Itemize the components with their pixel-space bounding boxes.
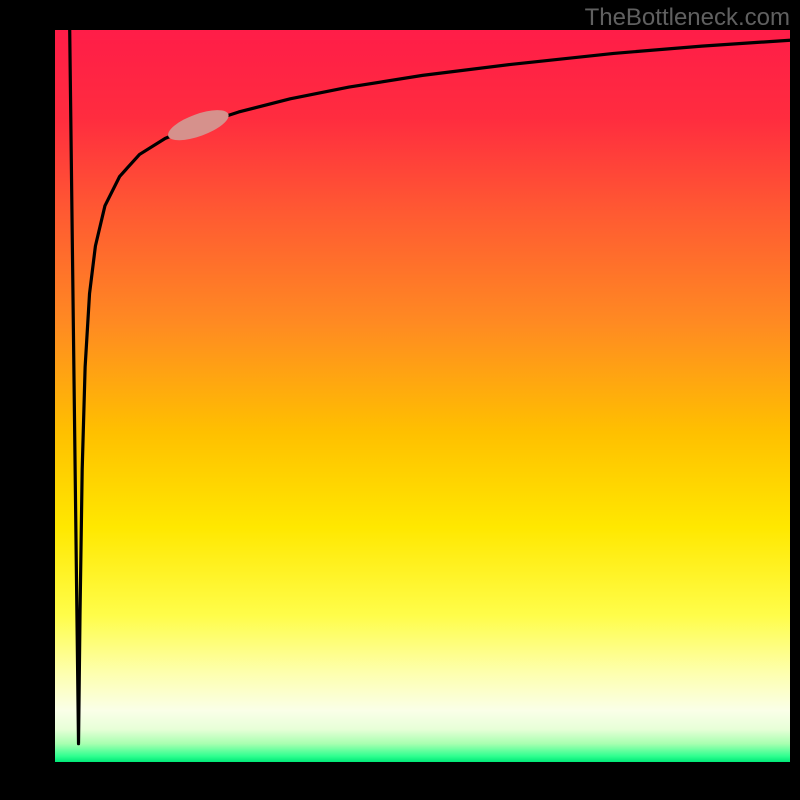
chart-svg (0, 0, 800, 800)
chart-frame: TheBottleneck.com (0, 0, 800, 800)
